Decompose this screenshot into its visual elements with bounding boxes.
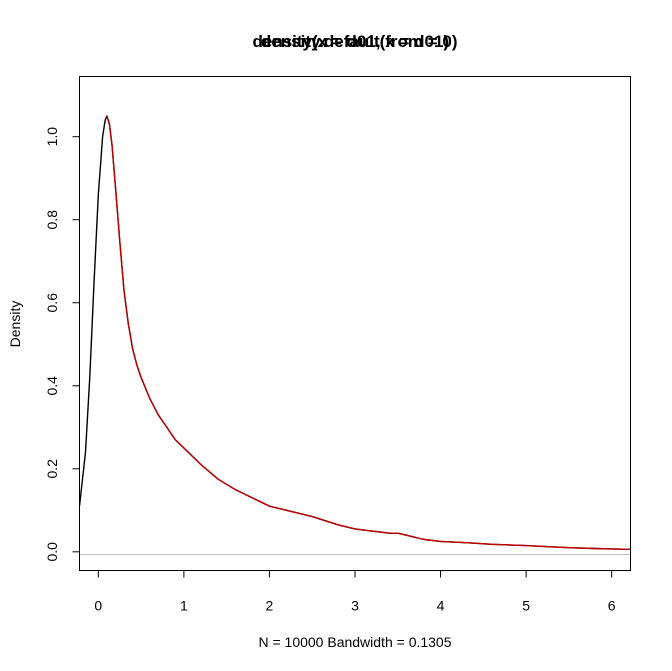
y-tick-label: 0.8	[44, 210, 60, 230]
plot-frame	[79, 76, 631, 571]
y-axis-label: Density	[7, 301, 23, 348]
y-tick-label: 0.6	[44, 293, 60, 313]
x-tick-label: 0	[94, 598, 102, 614]
chart-title-1: density.default(x = d01)	[261, 32, 449, 51]
series-line-1	[78, 115, 631, 551]
y-tick-label: 0.2	[44, 459, 60, 479]
y-tick-label: 1.0	[44, 127, 60, 147]
y-tick-label: 0.0	[44, 542, 60, 562]
x-tick-label: 6	[608, 598, 616, 614]
series-layer	[78, 115, 631, 551]
x-tick-label: 1	[180, 598, 188, 614]
x-axis: 0 1 2 3 4 5 6	[94, 570, 616, 614]
x-tick-label: 2	[266, 598, 274, 614]
y-tick-label: 0.4	[44, 376, 60, 396]
y-axis: 0.0 0.2 0.4 0.6 0.8 1.0	[44, 127, 80, 562]
x-tick-label: 3	[351, 598, 359, 614]
x-axis-label: N = 10000 Bandwidth = 0.1305	[258, 634, 451, 650]
chart-title-2: density(x = d01, from = 0)	[252, 32, 457, 51]
x-tick-label: 4	[437, 598, 445, 614]
series-line-2	[106, 115, 631, 551]
x-tick-label: 5	[522, 598, 530, 614]
